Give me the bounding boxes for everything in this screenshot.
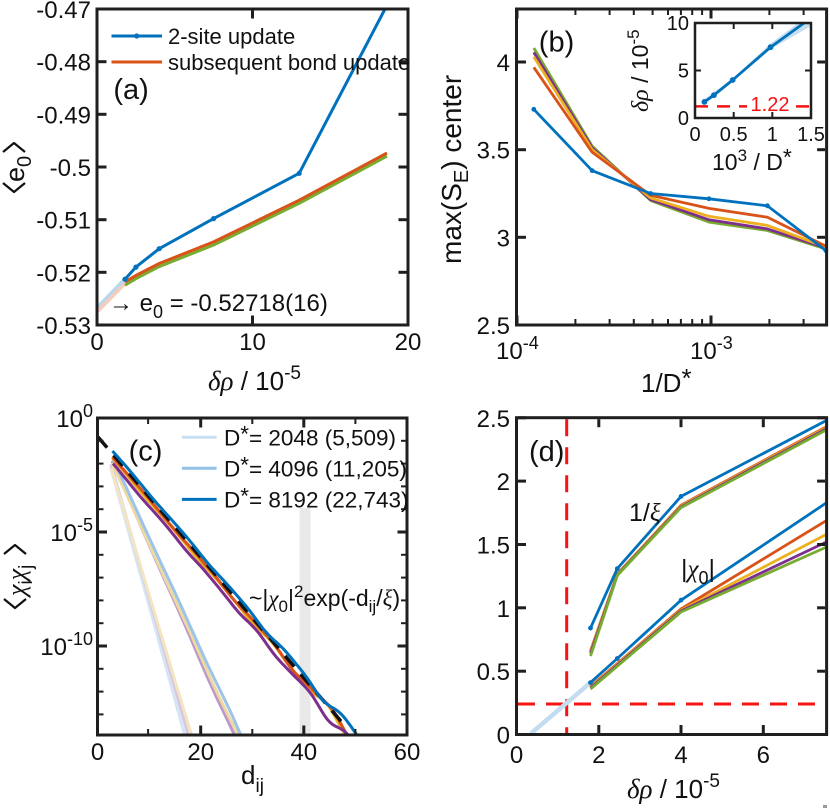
svg-text:-0.47: -0.47 xyxy=(36,0,91,24)
svg-text:max(SE) center: max(SE) center xyxy=(436,75,473,264)
svg-text:6: 6 xyxy=(757,742,770,769)
svg-text:subsequent bond update: subsequent bond update xyxy=(168,50,410,75)
svg-text:5: 5 xyxy=(678,61,689,83)
svg-text:2-site update: 2-site update xyxy=(168,24,295,49)
svg-text:3.5: 3.5 xyxy=(477,138,510,165)
svg-text:1.5: 1.5 xyxy=(477,533,510,560)
svg-text:-0.5: -0.5 xyxy=(50,155,91,182)
svg-text:0: 0 xyxy=(678,108,689,130)
svg-text:D*= 2048 (5,509): D*= 2048 (5,509) xyxy=(224,421,396,450)
svg-text:δρ / 10-5: δρ / 10-5 xyxy=(208,363,301,396)
svg-text:D*= 4096 (11,205): D*= 4096 (11,205) xyxy=(224,452,407,481)
svg-text:0.5: 0.5 xyxy=(477,659,510,686)
svg-text:-0.53: -0.53 xyxy=(36,313,91,340)
svg-text:1: 1 xyxy=(767,124,778,146)
svg-text:1/ξ: 1/ξ xyxy=(629,499,661,527)
svg-text:δρ / 10-5: δρ / 10-5 xyxy=(624,29,654,112)
svg-text:60: 60 xyxy=(394,739,421,766)
svg-text:2: 2 xyxy=(497,469,510,496)
svg-text:~|χ0|2exp(-dij/ξ): ~|χ0|2exp(-dij/ξ) xyxy=(249,582,400,616)
svg-text:20: 20 xyxy=(187,739,214,766)
svg-text:D*= 8192 (22,743): D*= 8192 (22,743) xyxy=(224,483,409,512)
svg-text:(b): (b) xyxy=(539,26,574,58)
svg-text:103 / D*: 103 / D* xyxy=(712,144,792,175)
svg-text:2.5: 2.5 xyxy=(477,313,510,340)
svg-text:δρ / 10-5: δρ / 10-5 xyxy=(627,771,720,804)
svg-text:|χ0|: |χ0| xyxy=(681,555,715,588)
svg-text:-0.48: -0.48 xyxy=(36,50,91,77)
svg-text:10-5: 10-5 xyxy=(50,515,93,547)
svg-text:10: 10 xyxy=(239,329,266,356)
svg-text:20: 20 xyxy=(395,329,422,356)
svg-text:0: 0 xyxy=(510,742,523,769)
svg-text:1/D*: 1/D* xyxy=(641,363,692,398)
svg-text:0.5: 0.5 xyxy=(720,124,748,146)
svg-text:1: 1 xyxy=(497,596,510,623)
svg-text:-0.51: -0.51 xyxy=(36,208,91,235)
svg-text:10-3: 10-3 xyxy=(690,333,733,365)
svg-text:0: 0 xyxy=(90,329,103,356)
svg-text:1.5: 1.5 xyxy=(797,124,825,146)
svg-text:10: 10 xyxy=(667,13,689,35)
svg-text:1.22: 1.22 xyxy=(751,94,790,116)
svg-text:-0.52: -0.52 xyxy=(36,260,91,287)
svg-text:0: 0 xyxy=(91,739,104,766)
svg-text:4: 4 xyxy=(674,742,687,769)
svg-text:0: 0 xyxy=(497,723,510,750)
svg-text:2: 2 xyxy=(592,742,605,769)
svg-text:0: 0 xyxy=(689,124,700,146)
svg-text:-0.49: -0.49 xyxy=(36,102,91,129)
svg-text:4: 4 xyxy=(497,50,510,77)
svg-text:(a): (a) xyxy=(113,74,148,106)
svg-text:40: 40 xyxy=(290,739,317,766)
svg-text:3: 3 xyxy=(497,225,510,252)
svg-text:2.5: 2.5 xyxy=(477,406,510,433)
svg-text:(d): (d) xyxy=(529,436,564,468)
svg-text:→ e0 = -0.52718(16): → e0 = -0.52718(16) xyxy=(109,290,328,322)
svg-text:χiχj: χiχj xyxy=(2,565,37,599)
svg-text:(c): (c) xyxy=(129,436,163,468)
